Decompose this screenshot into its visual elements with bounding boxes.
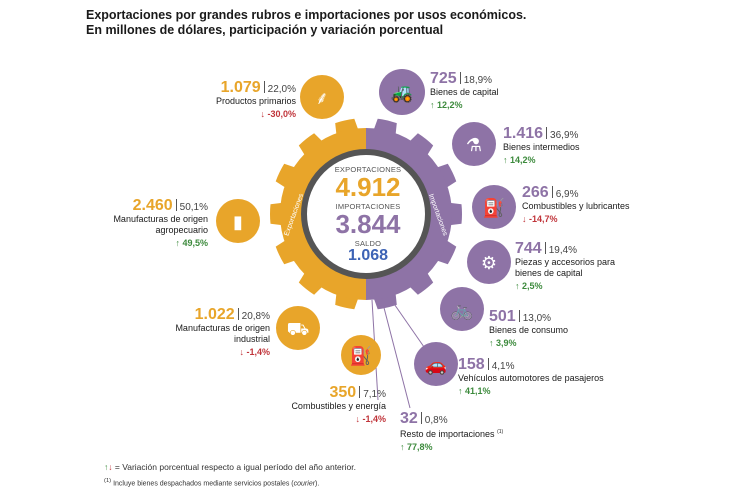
export-cat-primarios: 1.079 22,0% Productos primarios ↓ -30,0%: [200, 79, 296, 120]
import-cat-intermedios: 1.416 36,9% Bienes intermedios ↑ 14,2%: [503, 125, 603, 166]
cat-share: 36,9%: [550, 130, 579, 141]
cat-share: 20,8%: [241, 311, 270, 322]
jerrycan-icon: ⛽: [472, 185, 516, 229]
cat-value: 2.460: [132, 197, 173, 214]
tractor-icon: 🚜: [379, 69, 425, 115]
cat-variation: ↑ 12,2%: [430, 100, 463, 110]
car-icon: 🚗: [414, 342, 458, 386]
svg-text:🚜: 🚜: [391, 83, 413, 104]
balance-value: 1.068: [347, 247, 389, 264]
center-disc: [308, 156, 424, 272]
cat-name: Bienes de consumo: [489, 325, 569, 335]
cat-share: 0,8%: [424, 415, 448, 426]
cat-share: 19,4%: [548, 245, 578, 256]
inner-dark-band: [301, 149, 431, 279]
cat-share: 7,1%: [363, 389, 386, 400]
cat-value: 350: [329, 384, 357, 401]
cat-name: Vehículos automotores de pasajeros: [458, 373, 604, 383]
wheat-icon: ⸙: [300, 75, 344, 119]
cat-value: 725: [430, 70, 457, 87]
import-cat-piezas: 744 19,4% Piezas y accesorios para bienes…: [515, 240, 621, 292]
svg-text:🚗: 🚗: [425, 355, 447, 376]
cat-value: 1.022: [194, 306, 235, 323]
bicycle-icon: 🚲: [440, 287, 484, 331]
imports-ring: [366, 128, 452, 300]
balance-label: SALDO: [354, 239, 382, 248]
leader-line: [381, 299, 411, 409]
import-cat-combustibles: 266 6,9% Combustibles y lubricantes ↓ -14…: [522, 184, 652, 225]
svg-text:⛽: ⛽: [350, 345, 372, 367]
imports-total-label: IMPORTACIONES: [335, 202, 401, 211]
exports-total-label: EXPORTACIONES: [334, 165, 402, 174]
svg-text:🚲: 🚲: [451, 300, 473, 321]
svg-text:⸙: ⸙: [315, 88, 329, 109]
cat-variation: ↓ -30,0%: [260, 109, 296, 119]
flask-icon: ⚗: [452, 122, 496, 166]
cat-share: 6,9%: [555, 189, 579, 200]
exports-ring: [280, 128, 366, 300]
truck-icon: ⛟: [276, 306, 320, 350]
cat-name: Resto de importaciones (1): [400, 429, 504, 439]
cat-share: 4,1%: [491, 361, 515, 372]
cat-variation: ↓ -14,7%: [522, 214, 558, 224]
cat-variation: ↑ 14,2%: [503, 155, 536, 165]
cat-value: 1.079: [220, 79, 261, 96]
cat-name: Bienes intermedios: [503, 142, 580, 152]
import-cat-resto: 32 0,8% Resto de importaciones (1) ↑ 77,8…: [400, 410, 520, 453]
imports-total-value: 3.844: [335, 209, 401, 239]
variation-legend: ↑↓ = Variación porcentual respecto a igu…: [104, 462, 356, 472]
import-cat-vehiculos: 158 4,1% Vehículos automotores de pasajer…: [458, 356, 608, 397]
cat-value: 158: [458, 356, 485, 373]
title-line-2: En millones de dólares, participación y …: [86, 23, 444, 37]
cat-variation: ↑ 49,5%: [175, 238, 208, 248]
title-line-1: Exportaciones por grandes rubros e impor…: [86, 8, 527, 22]
fuel-drop-icon: ⛽: [341, 335, 381, 375]
cat-name: Piezas y accesorios para bienes de capit…: [515, 257, 616, 278]
export-cat-moi: 1.022 20,8% Manufacturas de origen indust…: [168, 306, 270, 358]
svg-text:⚙: ⚙: [481, 253, 497, 274]
footnote-1: (1) Incluye bienes despachados mediante …: [104, 478, 320, 488]
cat-name: Productos primarios: [215, 96, 296, 106]
cat-value: 501: [489, 308, 516, 325]
cat-name: Combustibles y lubricantes: [522, 201, 630, 211]
chart-title: Exportaciones por grandes rubros e impor…: [86, 8, 526, 38]
cat-variation: ↑ 3,9%: [489, 338, 517, 348]
cat-variation: ↑ 2,5%: [515, 281, 543, 291]
export-cat-combustibles: 350 7,1% Combustibles y energía ↓ -1,4%: [276, 384, 386, 425]
cat-share: 50,1%: [179, 202, 208, 213]
svg-text:▮: ▮: [233, 212, 243, 233]
import-cat-consumo: 501 13,0% Bienes de consumo ↑ 3,9%: [489, 308, 589, 349]
cat-value: 32: [400, 410, 418, 427]
cat-value: 744: [515, 240, 542, 257]
bottle-icon: ▮: [216, 199, 260, 243]
cat-name: Manufacturas de origen industrial: [175, 323, 270, 344]
svg-text:⛟: ⛟: [287, 319, 310, 340]
cat-value: 266: [522, 184, 549, 201]
cat-share: 13,0%: [522, 313, 552, 324]
svg-text:⚗: ⚗: [466, 135, 482, 156]
cat-variation: ↓ -1,4%: [355, 414, 386, 424]
screw-icon: ⚙: [467, 240, 511, 284]
cat-variation: ↑ 41,1%: [458, 386, 491, 396]
exports-total-value: 4.912: [335, 172, 401, 202]
cat-variation: ↑ 77,8%: [400, 442, 433, 452]
center-summary: EXPORTACIONES 4.912 IMPORTACIONES 3.844 …: [318, 165, 418, 264]
svg-text:⛽: ⛽: [483, 197, 505, 219]
cat-value: 1.416: [503, 125, 544, 142]
cat-name: Combustibles y energía: [291, 401, 386, 411]
cat-name: Bienes de capital: [430, 87, 499, 97]
cat-share: 18,9%: [463, 75, 493, 86]
cat-variation: ↓ -1,4%: [239, 347, 270, 357]
cat-name: Manufacturas de origen agropecuario: [113, 214, 208, 235]
cat-share: 22,0%: [267, 84, 296, 95]
export-cat-moa: 2.460 50,1% Manufacturas de origen agrope…: [110, 197, 208, 249]
import-cat-capital: 725 18,9% Bienes de capital ↑ 12,2%: [430, 70, 530, 111]
